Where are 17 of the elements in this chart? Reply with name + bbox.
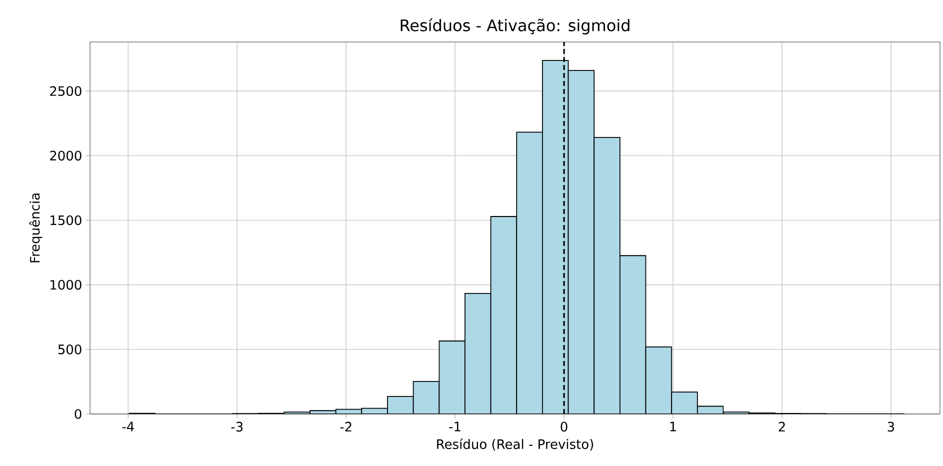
y-tick-label: 1000 bbox=[50, 280, 82, 290]
x-axis-title: Resíduo (Real - Previsto) bbox=[437, 438, 594, 451]
y-tick-label: 0 bbox=[74, 409, 82, 419]
x-tick-label: -2 bbox=[340, 422, 352, 432]
y-tick-label: 2500 bbox=[50, 86, 82, 96]
x-tick-label: 1 bbox=[670, 422, 676, 432]
x-tick-label: -4 bbox=[122, 422, 134, 432]
x-tick-label: 0 bbox=[560, 422, 568, 432]
y-tick-label: 500 bbox=[58, 344, 82, 354]
y-tick-label: 2000 bbox=[50, 150, 82, 161]
x-tick-label: -1 bbox=[449, 422, 460, 432]
chart-title: Resíduos - Ativação: sigmoid bbox=[400, 18, 630, 34]
x-tick-label: 2 bbox=[778, 422, 785, 432]
y-axis-title: Frequência bbox=[29, 194, 42, 262]
y-tick-label: 1500 bbox=[50, 215, 82, 226]
x-tick-label: 3 bbox=[888, 422, 894, 432]
x-tick-label: -3 bbox=[231, 422, 243, 432]
